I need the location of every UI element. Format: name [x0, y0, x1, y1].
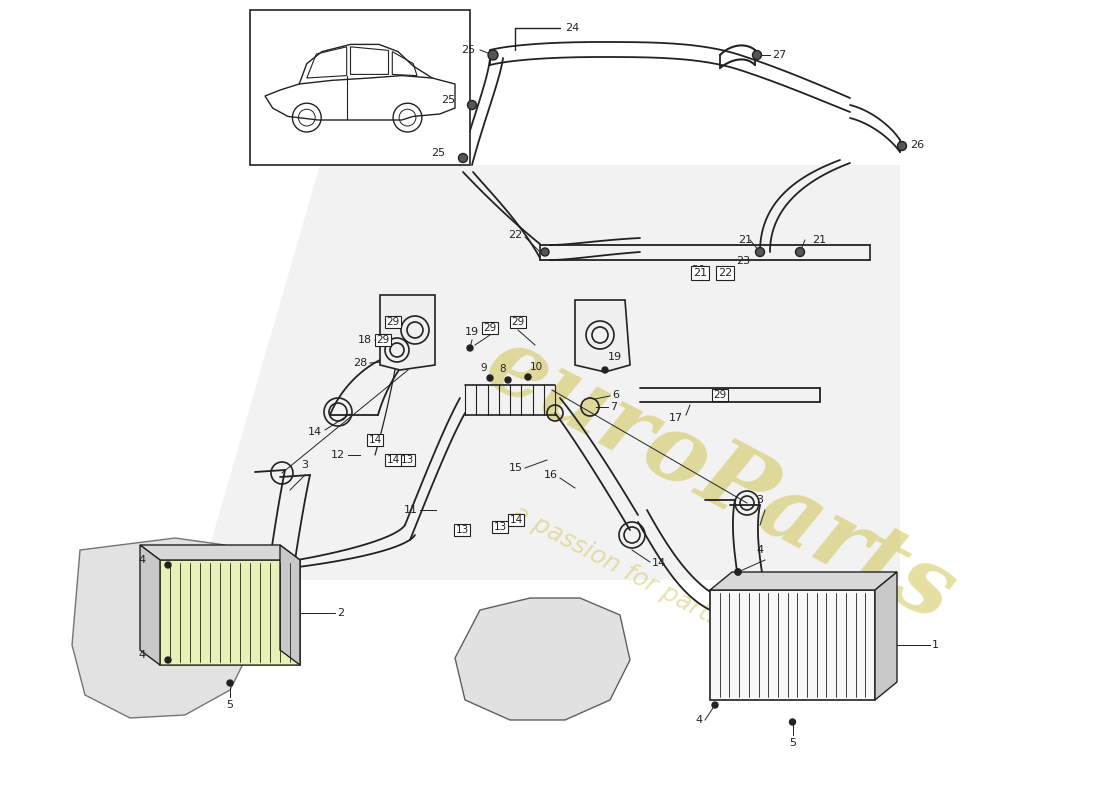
Polygon shape: [200, 165, 900, 580]
Text: 22: 22: [718, 268, 733, 278]
Circle shape: [795, 247, 804, 257]
Text: 5: 5: [227, 700, 233, 710]
Text: 25: 25: [461, 45, 475, 55]
Text: 27: 27: [772, 50, 786, 60]
Polygon shape: [140, 545, 159, 665]
Text: 29: 29: [386, 317, 399, 327]
Text: 3: 3: [757, 495, 763, 505]
Polygon shape: [710, 572, 896, 590]
Text: 13: 13: [494, 522, 507, 532]
Polygon shape: [379, 295, 434, 370]
Text: 11: 11: [404, 505, 418, 515]
Text: 29: 29: [483, 323, 496, 333]
Text: 21: 21: [812, 235, 826, 245]
Circle shape: [712, 702, 718, 708]
Text: 9: 9: [481, 363, 487, 373]
Circle shape: [735, 569, 741, 575]
Text: 15: 15: [509, 463, 522, 473]
Circle shape: [756, 247, 764, 257]
Circle shape: [468, 101, 476, 110]
Text: 22: 22: [508, 230, 522, 240]
Text: 3: 3: [301, 460, 308, 470]
Text: 14: 14: [368, 435, 382, 445]
Text: 13: 13: [400, 455, 414, 465]
Text: 8: 8: [499, 364, 506, 374]
Circle shape: [505, 377, 512, 383]
Text: a passion for parts since 1985: a passion for parts since 1985: [507, 501, 852, 699]
Polygon shape: [455, 598, 630, 720]
Text: 23: 23: [736, 256, 750, 266]
Bar: [250, 10, 470, 165]
Circle shape: [752, 50, 761, 59]
Circle shape: [541, 248, 549, 256]
Text: 16: 16: [544, 470, 558, 480]
Circle shape: [227, 680, 233, 686]
Text: 21: 21: [693, 268, 707, 278]
Polygon shape: [72, 538, 255, 718]
Text: 4: 4: [139, 555, 146, 565]
Circle shape: [602, 367, 608, 373]
Text: 29: 29: [512, 317, 525, 327]
Text: 4: 4: [139, 650, 146, 660]
Text: 29: 29: [376, 335, 389, 345]
Polygon shape: [575, 300, 630, 372]
Circle shape: [488, 50, 498, 60]
Text: 17: 17: [669, 413, 683, 423]
Text: 5: 5: [789, 738, 796, 748]
Text: 4: 4: [696, 715, 703, 725]
Circle shape: [459, 154, 468, 162]
Polygon shape: [710, 590, 874, 700]
Polygon shape: [160, 560, 300, 665]
Text: 13: 13: [455, 525, 469, 535]
Text: 28: 28: [353, 358, 367, 368]
Text: 20: 20: [691, 265, 705, 275]
Text: 14: 14: [308, 427, 322, 437]
Text: 14: 14: [652, 558, 667, 568]
Text: 10: 10: [530, 362, 543, 372]
Text: 12: 12: [331, 450, 345, 460]
Text: 21: 21: [738, 235, 752, 245]
Circle shape: [525, 374, 531, 380]
Text: 29: 29: [714, 390, 727, 400]
Text: euroParts: euroParts: [470, 318, 970, 642]
Text: 6: 6: [612, 390, 619, 400]
Polygon shape: [874, 572, 896, 700]
Text: 19: 19: [465, 327, 480, 337]
Text: 1: 1: [932, 640, 939, 650]
Text: 2: 2: [337, 607, 344, 618]
Polygon shape: [140, 545, 300, 560]
Text: 18: 18: [358, 335, 372, 345]
Circle shape: [898, 142, 906, 150]
Text: 25: 25: [441, 95, 455, 105]
Circle shape: [165, 562, 170, 568]
Polygon shape: [160, 560, 300, 665]
Circle shape: [468, 345, 473, 351]
Circle shape: [165, 657, 170, 663]
Text: 14: 14: [386, 455, 399, 465]
Text: 4: 4: [757, 545, 763, 555]
Text: 7: 7: [610, 402, 617, 412]
Text: 19: 19: [608, 352, 623, 362]
Circle shape: [487, 375, 493, 381]
Text: 26: 26: [910, 140, 924, 150]
Text: 25: 25: [431, 148, 446, 158]
Text: 24: 24: [565, 23, 580, 33]
Text: 14: 14: [509, 515, 522, 525]
Circle shape: [790, 719, 795, 725]
Polygon shape: [280, 545, 300, 665]
Circle shape: [735, 569, 741, 575]
